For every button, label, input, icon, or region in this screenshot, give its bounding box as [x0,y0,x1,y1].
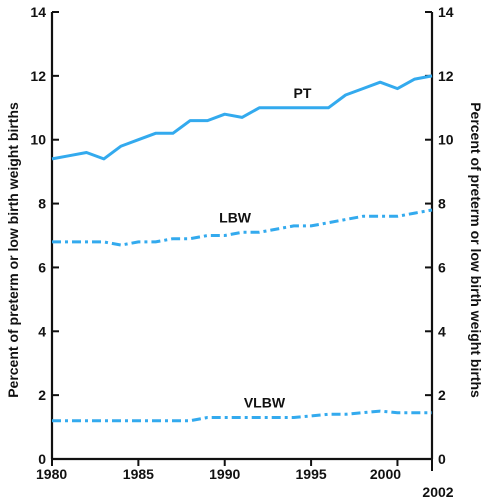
y-tick-label-right: 10 [438,132,454,148]
y-tick-label-left: 0 [38,451,46,467]
y-axis-title-left: Percent of preterm or low birth weight b… [5,102,21,398]
y-tick-label-right: 4 [438,323,446,339]
y-tick-label-right: 12 [438,68,454,84]
x-tick-label: 2000 [370,466,401,482]
y-axis-title-right: Percent of preterm or low birth weight b… [468,102,484,398]
y-tick-label-left: 14 [30,4,46,20]
y-tick-label-left: 8 [38,196,46,212]
x-tick-label: 1980 [36,466,67,482]
series-layer [51,74,433,423]
series-line-vlbw [52,409,432,423]
y-tick-label-left: 6 [38,259,46,275]
y-tick-label-left: 12 [30,68,46,84]
y-tick-label-left: 4 [38,323,46,339]
y-tick-label-right: 8 [438,196,446,212]
y-tick-label-right: 14 [438,4,454,20]
axes: 0 0 2 2 4 4 6 6 8 8 10 10 12 12 14 14 1980 1985 1990 1995 20… [30,4,453,500]
x-tick-label: 2002 [422,484,453,500]
x-tick-label: 1995 [296,466,327,482]
y-tick-label-right: 6 [438,259,446,275]
x-tick-label: 1985 [123,466,154,482]
labels-layer: PT LBW VLBW [219,85,312,411]
series-label-pt: PT [294,85,312,101]
series-line-pt [51,74,433,161]
series-line-lbw [52,208,433,247]
x-tick-label: 1990 [209,466,240,482]
series-label-lbw: LBW [219,209,252,225]
y-tick-label-left: 10 [30,132,46,148]
y-tick-label-right: 2 [438,387,446,403]
y-tick-label-right: 0 [438,451,446,467]
series-label-vlbw: VLBW [244,394,286,410]
y-tick-label-left: 2 [38,387,46,403]
